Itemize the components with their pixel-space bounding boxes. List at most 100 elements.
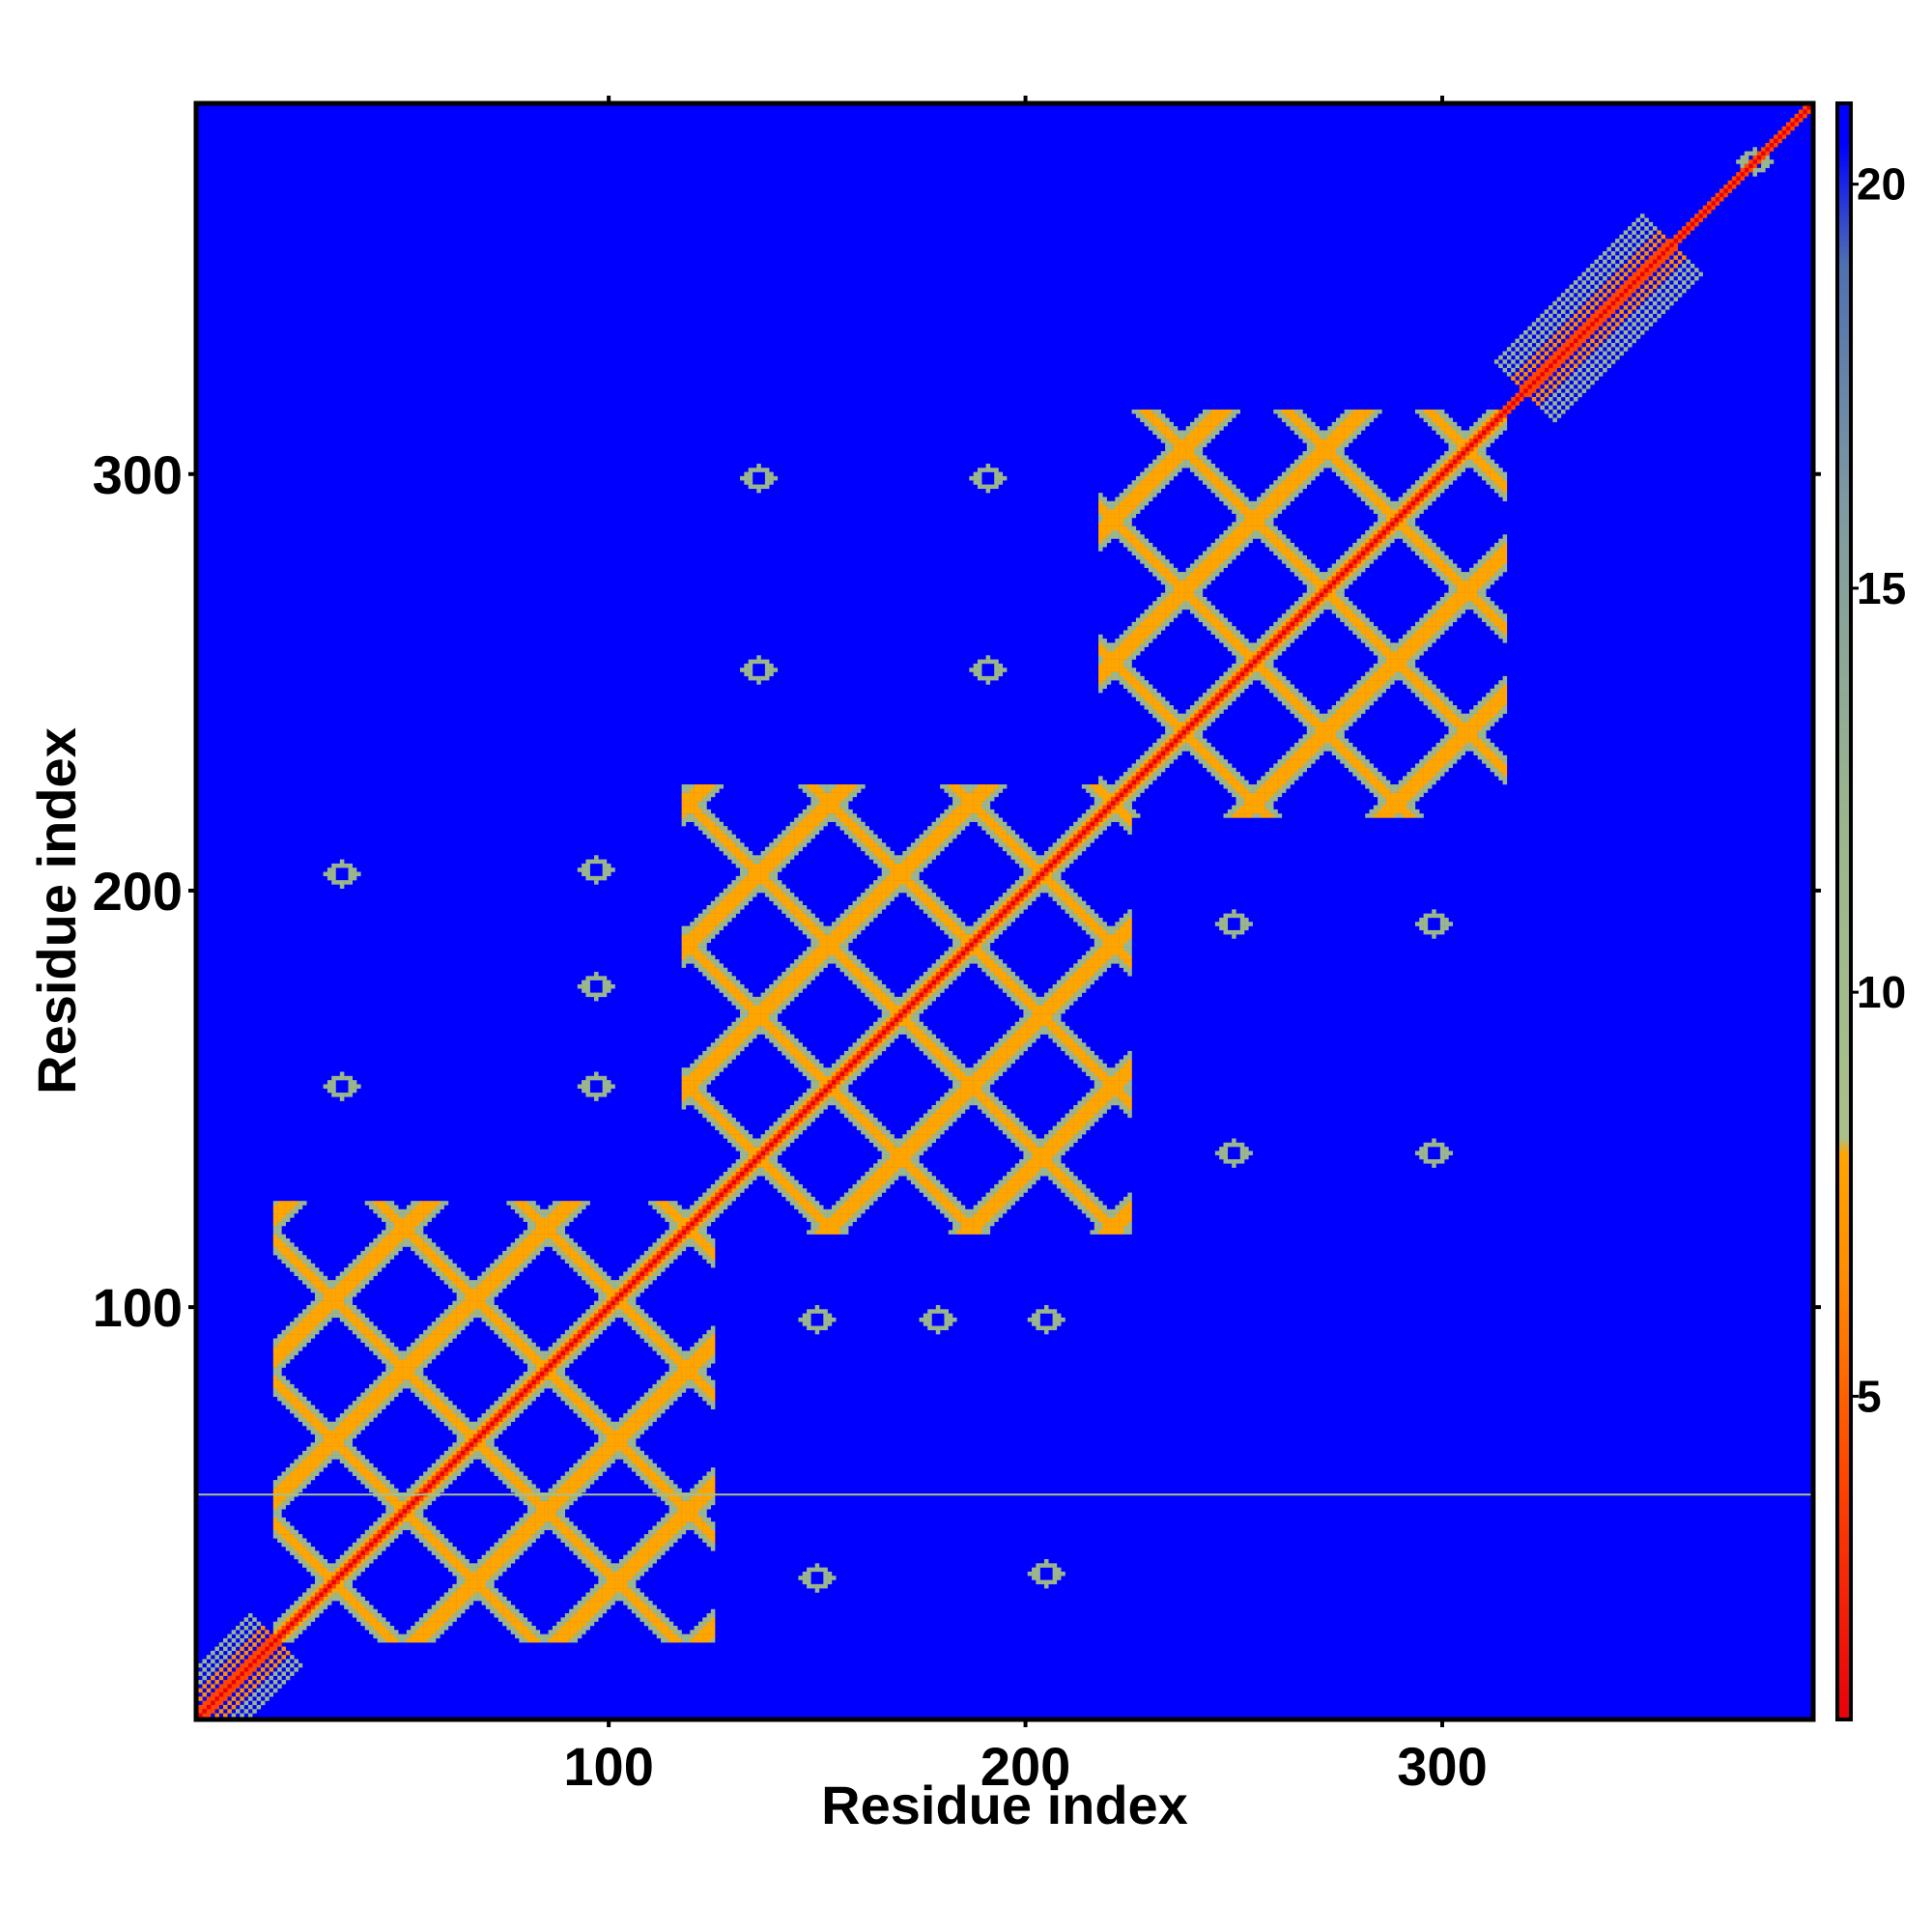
heatmap-cell <box>569 1259 574 1264</box>
heatmap-cell <box>690 1234 695 1239</box>
heatmap-cell <box>460 1608 466 1614</box>
heatmap-cell <box>668 1630 674 1634</box>
heatmap-cell <box>323 1284 328 1289</box>
heatmap-cell <box>398 1230 403 1235</box>
heatmap-cell <box>460 1467 466 1472</box>
heatmap-cell <box>497 1554 503 1560</box>
heatmap-cell <box>423 1475 428 1481</box>
heatmap-cell <box>323 1601 328 1605</box>
heatmap-cell <box>506 1534 511 1539</box>
heatmap-cell <box>344 1426 349 1431</box>
heatmap-cell <box>314 1430 320 1435</box>
heatmap-cell <box>677 1213 682 1218</box>
heatmap-cell <box>360 1596 365 1602</box>
heatmap-cell <box>510 1201 516 1206</box>
heatmap-cell <box>668 1517 674 1522</box>
heatmap-cell <box>290 1350 295 1355</box>
heatmap-cell <box>697 1354 703 1360</box>
heatmap-cell <box>406 1630 412 1634</box>
heatmap-cell <box>702 1338 707 1343</box>
heatmap-cell <box>564 1480 570 1485</box>
heatmap-cell <box>472 1596 478 1602</box>
heatmap-cell <box>523 1637 528 1643</box>
heatmap-cell <box>352 1547 357 1551</box>
heatmap-cell <box>310 1426 316 1431</box>
heatmap-cell <box>648 1421 653 1427</box>
heatmap-cell <box>631 1405 637 1409</box>
heatmap-cell <box>310 1263 316 1268</box>
heatmap-cell <box>298 1542 303 1548</box>
heatmap-cell <box>427 1246 432 1252</box>
heatmap-cell <box>423 1500 428 1506</box>
heatmap-cell <box>335 1426 341 1431</box>
heatmap-cell <box>548 1221 554 1227</box>
heatmap-cell <box>702 1055 707 1060</box>
heatmap-cell <box>469 1601 474 1605</box>
heatmap-cell <box>685 1096 691 1101</box>
heatmap-cell <box>643 1467 649 1472</box>
heatmap-cell <box>497 1288 503 1293</box>
heatmap-cell <box>393 1205 399 1210</box>
heatmap-cell <box>306 1267 311 1272</box>
heatmap-cell <box>661 1205 666 1210</box>
heatmap-cell <box>697 938 703 944</box>
heatmap-cell <box>452 1288 457 1293</box>
heatmap-cell <box>427 1529 432 1535</box>
heatmap-cell <box>582 1558 586 1564</box>
heatmap-cell <box>606 1576 611 1580</box>
heatmap-cell <box>385 1350 390 1355</box>
heatmap-cell <box>277 1475 282 1481</box>
heatmap-cell <box>364 1388 370 1393</box>
heatmap-cell <box>393 1367 399 1373</box>
heatmap-cell <box>423 1354 428 1360</box>
heatmap-cell <box>497 1396 503 1402</box>
heatmap-cell <box>414 1342 420 1348</box>
heatmap-cell <box>706 1525 712 1531</box>
heatmap-cell <box>344 1300 349 1306</box>
heatmap-cell <box>697 1480 703 1485</box>
heatmap-cell <box>673 1226 678 1231</box>
heatmap-cell <box>556 1237 561 1243</box>
heatmap-cell <box>373 1237 378 1243</box>
heatmap-cell <box>418 1480 424 1485</box>
heatmap-cell <box>685 1234 691 1239</box>
heatmap-cell <box>577 1534 582 1539</box>
heatmap-cell <box>694 1226 699 1231</box>
heatmap-cell <box>582 1408 586 1414</box>
heatmap-cell <box>348 1405 354 1409</box>
heatmap-cell <box>560 1371 566 1377</box>
heatmap-cell <box>352 1571 357 1577</box>
heatmap-cell <box>589 1450 595 1456</box>
heatmap-cell <box>677 1529 682 1535</box>
heatmap-cell <box>502 1463 507 1468</box>
heatmap-cell <box>385 1504 390 1510</box>
heatmap-cell <box>481 1455 487 1460</box>
heatmap-cell <box>319 1579 324 1585</box>
heatmap-cell <box>648 1201 653 1206</box>
heatmap-cell <box>611 1601 615 1605</box>
heatmap-cell <box>564 1401 570 1406</box>
heatmap-cell <box>377 1208 383 1214</box>
heatmap-cell <box>272 1513 278 1519</box>
heatmap-cell <box>569 1396 574 1402</box>
heatmap-cell <box>348 1271 354 1276</box>
heatmap-cell <box>569 1480 574 1485</box>
heatmap-cell <box>294 1321 298 1326</box>
heatmap-cell <box>290 1538 295 1543</box>
heatmap-cell <box>656 1480 662 1485</box>
heatmap-cell <box>314 1321 320 1326</box>
heatmap-cell <box>598 1329 603 1335</box>
heatmap-cell <box>272 1237 278 1243</box>
heatmap-cell <box>573 1613 578 1618</box>
heatmap-cell <box>319 1421 324 1427</box>
heatmap-cell <box>477 1450 482 1456</box>
heatmap-cell <box>702 1217 707 1222</box>
heatmap-cell <box>360 1417 365 1422</box>
heatmap-cell <box>681 1371 687 1377</box>
heatmap-cell <box>381 1513 386 1519</box>
heatmap-cell <box>369 1392 374 1398</box>
heatmap-cell <box>369 1267 374 1272</box>
heatmap-cell <box>694 1246 699 1252</box>
heatmap-cell <box>627 1605 633 1609</box>
heatmap-cell <box>485 1442 491 1447</box>
